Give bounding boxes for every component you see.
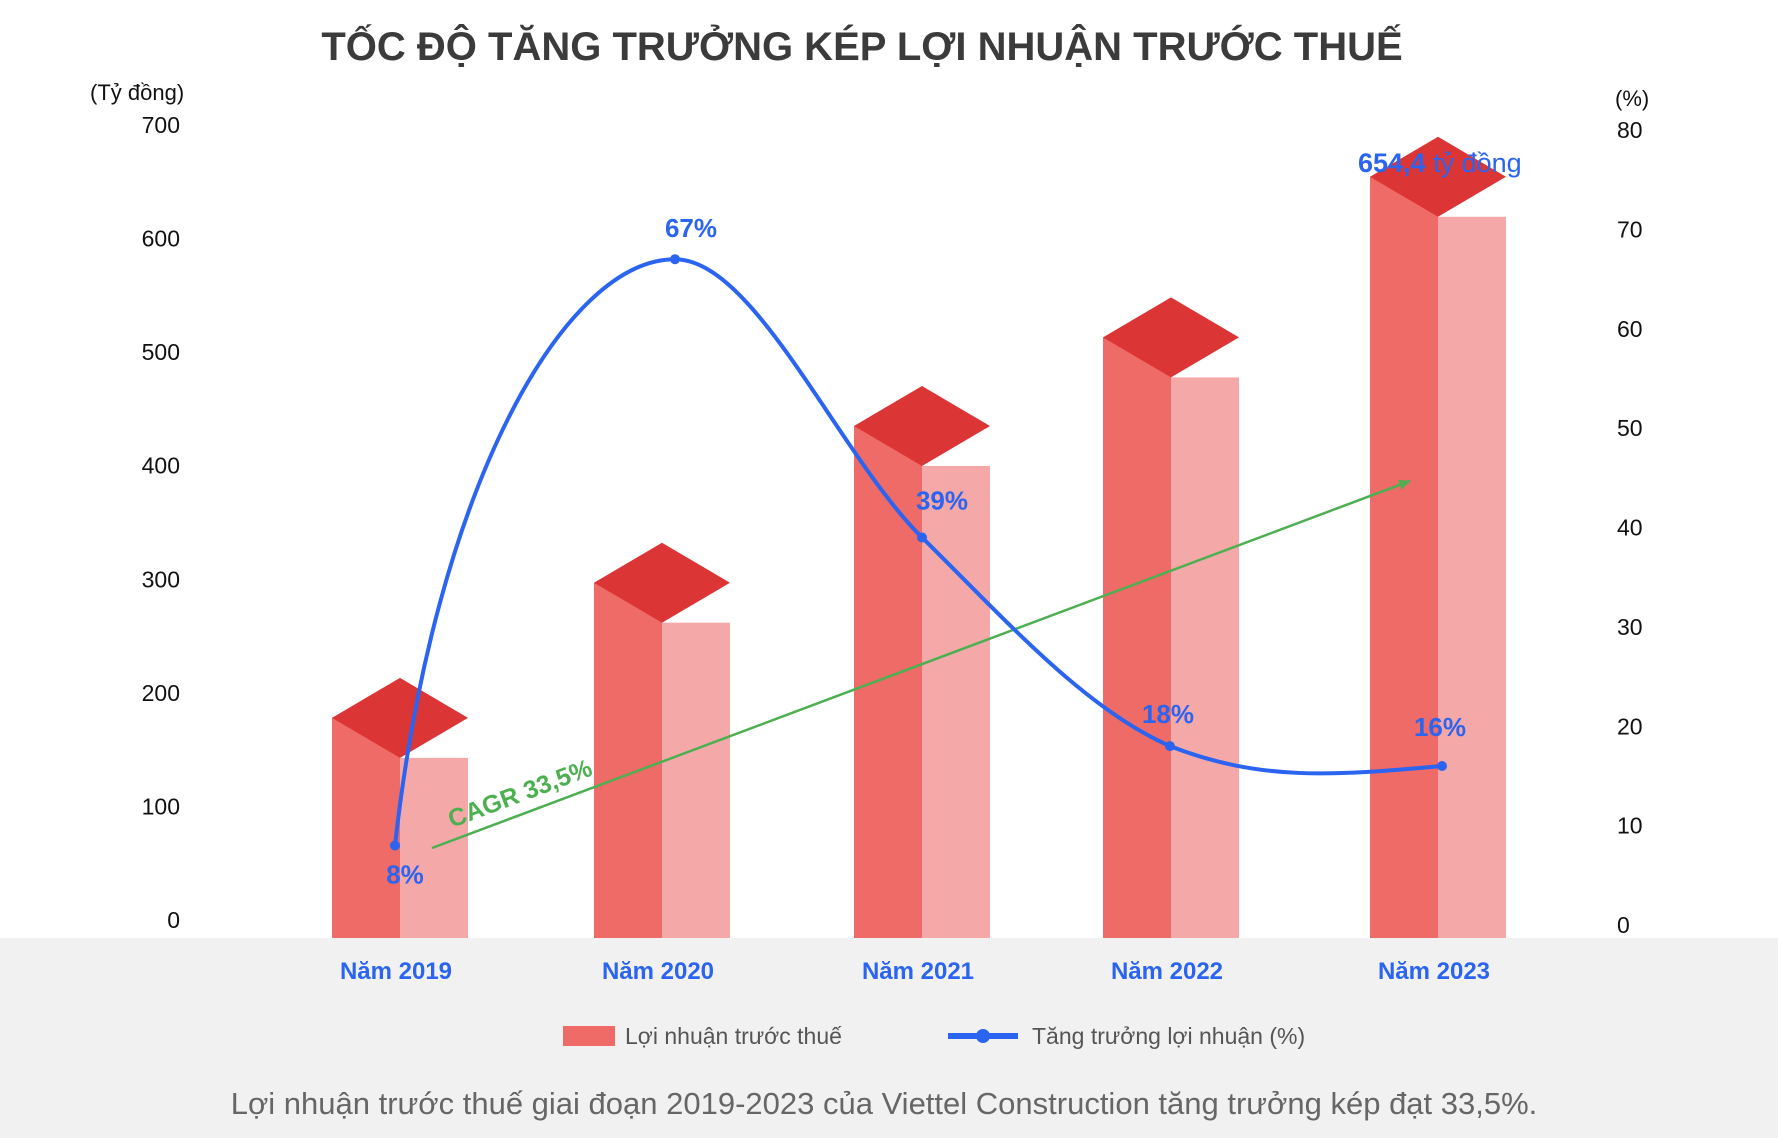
- category-label: Năm 2020: [602, 958, 714, 985]
- bar: [1103, 297, 1239, 939]
- category-label: Năm 2021: [862, 958, 974, 985]
- bar-top-face: [1103, 297, 1239, 378]
- growth-point: [1165, 741, 1175, 752]
- legend-label-bar: Lợi nhuận trước thuế: [625, 1023, 842, 1049]
- top-value-unit: tỷ đồng: [1426, 148, 1522, 178]
- legend-swatch-bar: [563, 1026, 615, 1046]
- category-labels: Năm 2019 Năm 2020 Năm 2021 Năm 2022 Năm 2023: [340, 958, 1490, 985]
- right-tick-label: 70: [1617, 216, 1643, 242]
- bar-front-face: [854, 425, 922, 938]
- growth-value-label: 16%: [1414, 712, 1466, 742]
- category-label: Năm 2023: [1378, 958, 1490, 985]
- right-tick-label: 80: [1617, 117, 1643, 143]
- chart-title: TỐC ĐỘ TĂNG TRƯỞNG KÉP LỢI NHUẬN TRƯỚC T…: [321, 23, 1402, 69]
- bar-side-face: [1438, 216, 1506, 938]
- footer-caption: Lợi nhuận trước thuế giai đoạn 2019-2023…: [231, 1086, 1538, 1121]
- bar: [332, 677, 468, 938]
- right-tick-label: 30: [1617, 614, 1643, 640]
- bar-series: [332, 136, 1506, 939]
- growth-value-label: 39%: [916, 485, 968, 515]
- bar-side-face: [922, 465, 990, 938]
- right-tick-label: 0: [1617, 912, 1630, 938]
- bar-top-face: [594, 542, 730, 623]
- legend-label-line: Tăng trưởng lợi nhuận (%): [1032, 1023, 1305, 1049]
- growth-point: [1437, 761, 1447, 771]
- growth-value-label: 67%: [665, 213, 717, 243]
- growth-points: [390, 254, 1447, 851]
- left-tick-label: 0: [167, 907, 180, 933]
- top-value-number: 654,4: [1358, 148, 1426, 178]
- category-label: Năm 2019: [340, 958, 452, 985]
- bar: [594, 542, 730, 938]
- left-tick-label: 400: [142, 453, 180, 479]
- bar-front-face: [332, 717, 400, 938]
- right-axis-ticks: 0 10 20 30 40 50 60 70 80: [1617, 117, 1643, 938]
- left-tick-label: 300: [142, 566, 180, 592]
- right-tick-label: 40: [1617, 515, 1643, 541]
- footer-background: [0, 938, 1778, 1138]
- bar-side-face: [662, 622, 730, 938]
- growth-value-label: 18%: [1142, 699, 1194, 729]
- left-tick-label: 500: [142, 339, 180, 365]
- growth-point: [917, 532, 927, 543]
- bar: [854, 385, 990, 938]
- bar-top-face: [854, 385, 990, 466]
- bar: [1370, 136, 1506, 938]
- right-axis-unit: (%): [1615, 86, 1649, 111]
- top-value-annotation: 654,4 tỷ đồng: [1358, 148, 1522, 178]
- right-tick-label: 20: [1617, 713, 1643, 739]
- left-tick-label: 600: [142, 226, 180, 252]
- bar-top-face: [332, 677, 468, 758]
- bar-top-face: [1370, 136, 1506, 217]
- growth-value-label: 8%: [386, 860, 424, 890]
- left-axis-ticks: 0 100 200 300 400 500 600 700: [142, 112, 180, 933]
- growth-labels: 8% 67% 39% 18% 16%: [386, 213, 1466, 889]
- bar-front-face: [594, 582, 662, 938]
- right-tick-label: 50: [1617, 415, 1643, 441]
- growth-line: [393, 257, 1443, 846]
- left-tick-label: 200: [142, 680, 180, 706]
- left-tick-label: 700: [142, 112, 180, 138]
- right-tick-label: 60: [1617, 316, 1643, 342]
- left-axis-unit: (Tỷ đồng): [90, 80, 184, 105]
- right-tick-label: 10: [1617, 813, 1643, 839]
- growth-point: [670, 254, 680, 265]
- bar-front-face: [1103, 337, 1171, 939]
- legend: Lợi nhuận trước thuế Tăng trưởng lợi nhu…: [563, 1023, 1305, 1049]
- category-label: Năm 2022: [1111, 958, 1223, 985]
- cagr-line: [431, 479, 1411, 850]
- legend-swatch-dot: [976, 1029, 990, 1043]
- bar-front-face: [1370, 176, 1438, 938]
- growth-point: [390, 840, 400, 851]
- bar-side-face: [1171, 377, 1239, 939]
- left-tick-label: 100: [142, 793, 180, 819]
